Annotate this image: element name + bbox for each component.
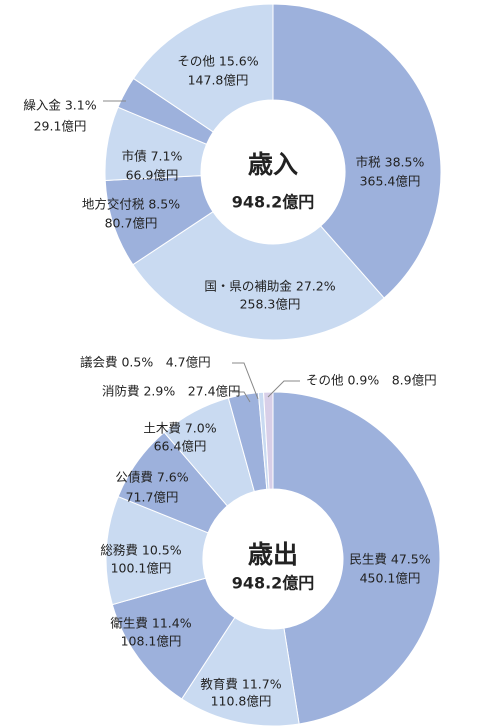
slice-label: その他 15.6% — [177, 54, 258, 69]
center-amount: 948.2億円 — [232, 193, 315, 212]
slice-amount-label: 29.1億円 — [34, 119, 87, 134]
slice-amount-label: 365.4億円 — [360, 174, 421, 189]
slice-label: 公債費 7.6% — [115, 470, 188, 485]
slice-amount-label: 100.1億円 — [111, 561, 172, 576]
leader-line — [232, 391, 251, 403]
leader-line — [232, 362, 259, 400]
slice-label: 市債 7.1% — [122, 149, 183, 164]
slice-label: 総務費 10.5% — [100, 543, 181, 558]
slice-label: 国・県の補助金 27.2% — [204, 279, 335, 294]
slice-amount-label: 147.8億円 — [188, 73, 249, 88]
donut-hole — [201, 100, 345, 244]
slice-amount-label: 108.1億円 — [121, 634, 182, 649]
center-title: 歳出 — [248, 540, 298, 569]
slice-amount-label: 66.9億円 — [126, 168, 179, 183]
slice-label: 地方交付税 8.5% — [82, 197, 180, 212]
slice-label: 民生費 47.5% — [349, 552, 430, 567]
slice-label: 市税 38.5% — [356, 155, 425, 170]
slice-amount-label: 258.3億円 — [240, 297, 301, 312]
center-title: 歳入 — [248, 150, 298, 179]
slice-label: 議会費 0.5% 4.7億円 — [80, 355, 211, 370]
slice-label: 土木費 7.0% — [143, 421, 216, 436]
slice-label: その他 0.9% 8.9億円 — [306, 373, 437, 388]
donut-hole — [203, 489, 343, 629]
slice-amount-label: 450.1億円 — [360, 571, 421, 586]
slice-label: 消防費 2.9% 27.4億円 — [102, 384, 241, 399]
slice-amount-label: 66.4億円 — [154, 439, 207, 454]
slice-amount-label: 71.7億円 — [126, 490, 179, 505]
slice-amount-label: 80.7億円 — [105, 216, 158, 231]
leader-line — [267, 380, 300, 398]
center-amount: 948.2億円 — [232, 574, 315, 593]
slice-label: 衛生費 11.4% — [110, 616, 191, 631]
slice-label: 教育費 11.7% — [200, 677, 281, 692]
slice-label: 繰入金 3.1% — [23, 98, 96, 113]
slice-amount-label: 110.8億円 — [211, 694, 272, 709]
